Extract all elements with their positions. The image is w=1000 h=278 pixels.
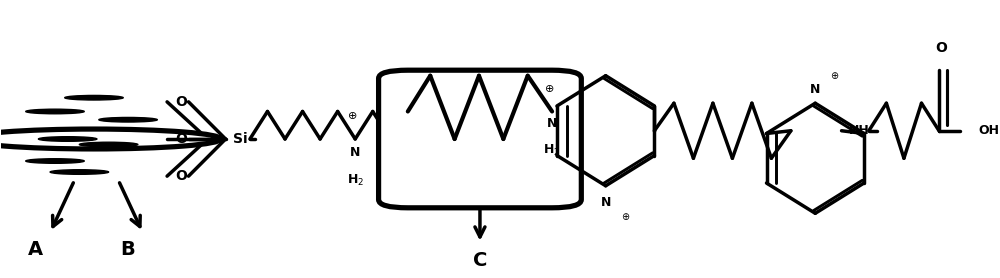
Ellipse shape xyxy=(26,159,84,163)
Ellipse shape xyxy=(65,95,123,100)
Text: C: C xyxy=(473,250,487,270)
Text: O: O xyxy=(175,132,187,146)
Text: N: N xyxy=(600,196,611,209)
Text: A: A xyxy=(28,240,43,259)
Text: $\oplus$: $\oplus$ xyxy=(621,210,630,222)
Text: $\oplus$: $\oplus$ xyxy=(544,83,554,94)
Text: N: N xyxy=(810,83,820,96)
Text: N: N xyxy=(350,146,360,159)
Text: H$_2$: H$_2$ xyxy=(347,173,364,188)
Text: O: O xyxy=(935,41,947,55)
Text: O: O xyxy=(175,169,187,183)
Text: B: B xyxy=(121,240,135,259)
Ellipse shape xyxy=(50,170,109,174)
Text: H$_2$: H$_2$ xyxy=(543,142,561,158)
Text: $\oplus$: $\oplus$ xyxy=(347,110,357,121)
Ellipse shape xyxy=(99,117,157,122)
Ellipse shape xyxy=(79,142,138,147)
FancyBboxPatch shape xyxy=(379,70,581,208)
Text: OH: OH xyxy=(978,124,999,137)
Text: Si: Si xyxy=(233,132,248,146)
Text: $\oplus$: $\oplus$ xyxy=(830,70,839,81)
Text: N: N xyxy=(547,117,557,130)
Ellipse shape xyxy=(38,137,97,141)
Text: NH: NH xyxy=(849,124,869,137)
Text: O: O xyxy=(175,95,187,109)
Ellipse shape xyxy=(26,109,84,114)
